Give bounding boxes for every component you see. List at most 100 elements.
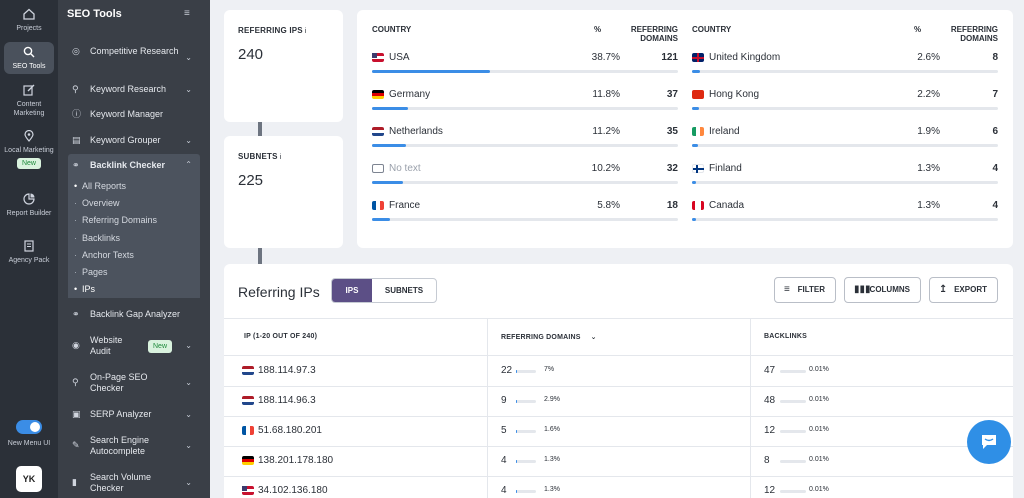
ip-address-link[interactable]: 188.114.96.3 [258, 395, 316, 406]
table-row[interactable]: 138.201.178.180 4 1.3% 8 0.01% [224, 447, 1013, 477]
submenu-label: Anchor Texts [82, 250, 134, 260]
rail-item-report-builder[interactable]: Report Builder [4, 193, 54, 227]
image-icon: ▣ [72, 409, 81, 419]
ip-address-link[interactable]: 188.114.97.3 [258, 365, 316, 376]
column-header-label: REFERRING DOMAINS [501, 334, 581, 341]
country-domains: 7 [992, 89, 998, 100]
country-row[interactable]: Netherlands 11.2% 35 [372, 126, 678, 152]
menu-item-backlink-checker[interactable]: ⚭ Backlink Checker ⌃ [68, 154, 200, 177]
referring-domains-count[interactable]: 4 [501, 485, 507, 496]
rail-label: SEO Tools [12, 63, 46, 70]
table-row[interactable]: 188.114.97.3 22 7% 47 0.01% [224, 357, 1013, 387]
country-name: USA [389, 52, 410, 63]
country-row[interactable]: Germany 11.8% 37 [372, 89, 678, 115]
table-title: Referring IPs [238, 284, 320, 300]
domains-percent: 2.9% [544, 396, 560, 403]
tab-ips[interactable]: IPS [332, 279, 372, 302]
country-share-bar [372, 70, 678, 73]
uk-flag-icon [692, 53, 704, 62]
country-share-bar [372, 144, 678, 147]
backlinks-share-bar [780, 490, 806, 493]
france-flag-icon [372, 201, 384, 210]
domains-share-fill [516, 370, 518, 373]
country-row[interactable]: Canada 1.3% 4 [692, 200, 998, 226]
menu-item-on-page-seo-checker[interactable]: ⚲ On-Page SEO Checker ⌄ [68, 372, 200, 396]
country-row[interactable]: Finland 1.3% 4 [692, 163, 998, 189]
column-header-referring-domains[interactable]: REFERRING DOMAINS ⌄ [501, 333, 597, 341]
submenu-item-referring-domains[interactable]: · Referring Domains [74, 215, 158, 225]
ip-address-link[interactable]: 138.201.178.180 [258, 455, 334, 466]
backlinks-count[interactable]: 48 [764, 395, 776, 406]
avatar[interactable]: YK [16, 466, 42, 492]
export-button[interactable]: ↥ EXPORT [929, 277, 998, 303]
submenu-item-ips[interactable]: • IPs [74, 284, 96, 294]
home-icon [22, 8, 36, 22]
backlinks-count[interactable]: 12 [764, 485, 776, 496]
subnets-card: SUBNETS i 225 [224, 136, 343, 248]
info-circle-icon: ⓘ [72, 109, 82, 119]
new-menu-toggle[interactable] [16, 420, 42, 434]
filter-button[interactable]: ≡ FILTER [774, 277, 836, 303]
country-row[interactable]: United Kingdom 2.6% 8 [692, 52, 998, 78]
netherlands-flag-icon [242, 366, 254, 375]
table-row[interactable]: 188.114.96.3 9 2.9% 48 0.01% [224, 387, 1013, 417]
netherlands-flag-icon [242, 396, 254, 405]
submenu-item-pages[interactable]: · Pages [74, 267, 108, 277]
submenu-item-anchor-texts[interactable]: · Anchor Texts [74, 250, 134, 260]
hong-kong-flag-icon [692, 90, 704, 99]
location-pin-icon [22, 129, 36, 144]
menu-item-label: Website Audit [90, 335, 123, 356]
menu-item-label: Search Engine Autocomplete [90, 435, 150, 456]
info-icon[interactable]: i [279, 154, 282, 161]
menu-item-search-engine-autocomplete[interactable]: ✎ Search Engine Autocomplete ⌄ [68, 435, 200, 459]
usa-flag-icon [242, 486, 254, 495]
referring-domains-count[interactable]: 9 [501, 395, 507, 406]
menu-item-website-audit[interactable]: ◉ Website Audit New ⌄ [68, 335, 200, 359]
country-row[interactable]: Ireland 1.9% 6 [692, 126, 998, 152]
rail-item-agency-pack[interactable]: Agency Pack [4, 240, 54, 274]
rail-item-seo-tools[interactable]: SEO Tools [4, 42, 54, 74]
country-row[interactable]: France 5.8% 18 [372, 200, 678, 226]
stat-label-text: SUBNETS [238, 152, 278, 161]
country-row[interactable]: No text 10.2% 32 [372, 163, 678, 189]
table-row[interactable]: 34.102.136.180 4 1.3% 12 0.01% [224, 477, 1013, 498]
column-header-backlinks[interactable]: BACKLINKS [764, 333, 808, 340]
countries-card: COUNTRY % REFERRING DOMAINS COUNTRY % RE… [357, 10, 1013, 248]
domains-share-bar [516, 460, 536, 463]
submenu-item-overview[interactable]: · Overview [74, 198, 120, 208]
rail-label: Agency Pack [8, 257, 50, 264]
submenu-item-all-reports[interactable]: • All Reports [74, 181, 127, 191]
menu-item-search-volume-checker[interactable]: ▮ Search Volume Checker ⌄ [68, 472, 200, 496]
country-row[interactable]: USA 38.7% 121 [372, 52, 678, 78]
rail-item-local-marketing[interactable]: Local Marketing New [4, 129, 54, 182]
rail-item-projects[interactable]: Projects [4, 8, 54, 36]
chat-widget-button[interactable] [967, 420, 1011, 464]
table-row[interactable]: 51.68.180.201 5 1.6% 12 0.01% [224, 417, 1013, 447]
ip-address-link[interactable]: 34.102.136.180 [258, 485, 328, 496]
domains-share-fill [516, 400, 517, 403]
referring-domains-count[interactable]: 22 [501, 365, 513, 376]
country-domains: 121 [661, 52, 678, 63]
collapse-menu-icon[interactable]: ≡ [184, 8, 190, 19]
submenu-item-backlinks[interactable]: · Backlinks [74, 233, 121, 243]
backlinks-percent: 0.01% [809, 456, 829, 463]
tab-subnets[interactable]: SUBNETS [384, 286, 424, 295]
country-domains: 4 [992, 200, 998, 211]
upload-icon: ↥ [939, 284, 948, 295]
info-icon[interactable]: i [304, 28, 307, 35]
columns-button[interactable]: ▮▮▮ COLUMNS [844, 277, 921, 303]
country-share-bar [692, 218, 998, 221]
backlinks-count[interactable]: 8 [764, 455, 770, 466]
referring-domains-count[interactable]: 5 [501, 425, 507, 436]
backlinks-count[interactable]: 12 [764, 425, 776, 436]
referring-domains-count[interactable]: 4 [501, 455, 507, 466]
menu-item-competitive-research[interactable]: ◎ Competitive Research ⌄ [68, 46, 200, 72]
column-header-ip[interactable]: IP (1-20 OUT OF 240) [244, 333, 318, 340]
rail-item-content-marketing[interactable]: Content Marketing [4, 84, 54, 118]
backlinks-count[interactable]: 47 [764, 365, 776, 376]
country-percent: 5.8% [597, 200, 620, 211]
country-row[interactable]: Hong Kong 2.2% 7 [692, 89, 998, 115]
country-name: United Kingdom [709, 52, 781, 63]
submenu-label: IPs [82, 284, 96, 294]
ip-address-link[interactable]: 51.68.180.201 [258, 425, 322, 436]
